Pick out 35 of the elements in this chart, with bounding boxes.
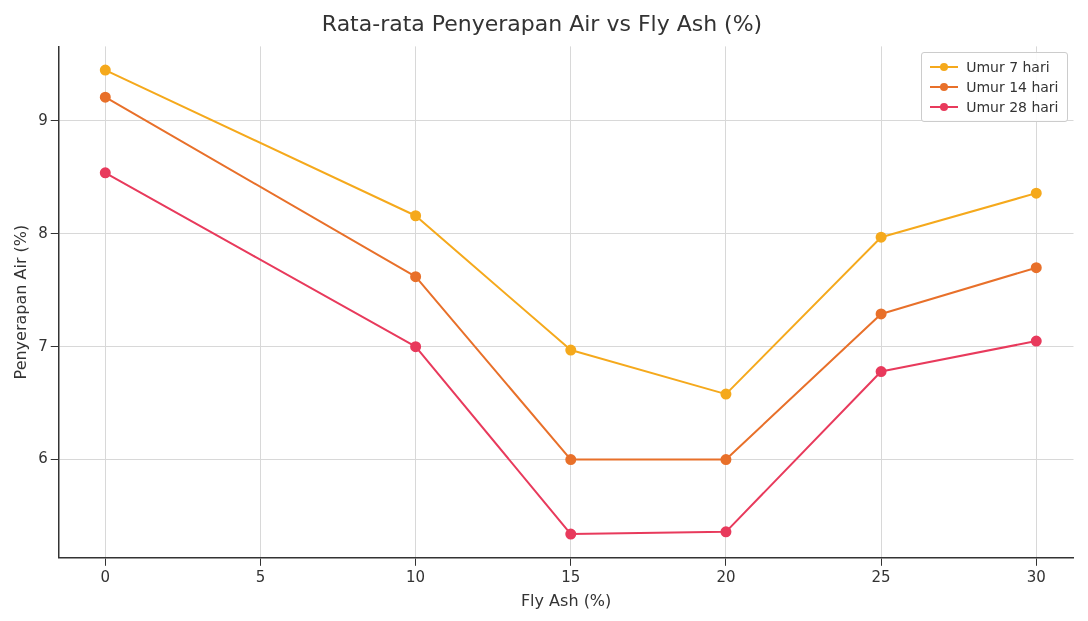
point [1030, 262, 1042, 274]
legend-label: Umur 7 hari [966, 58, 1050, 78]
point [875, 366, 887, 378]
point [410, 271, 422, 283]
x-tick-label: 5 [255, 567, 266, 586]
point [565, 454, 577, 466]
x-tick-label: 25 [871, 567, 891, 586]
x-tick-label: 20 [716, 567, 736, 586]
y-tick-label: 7 [38, 336, 48, 355]
point [99, 91, 111, 103]
legend-label: Umur 14 hari [966, 78, 1059, 98]
point [720, 388, 732, 400]
y-axis-title: Penyerapan Air (%) [10, 224, 30, 380]
point [410, 210, 422, 222]
point [1030, 335, 1042, 347]
y-tick-label: 9 [38, 110, 48, 129]
point [99, 167, 111, 179]
y-tick-label: 8 [38, 223, 48, 242]
point [720, 454, 732, 466]
point [565, 344, 577, 356]
point [875, 308, 887, 320]
point [99, 64, 111, 76]
x-tick-label: 15 [561, 567, 581, 586]
x-tick-label: 30 [1026, 567, 1046, 586]
y-tick-label: 6 [38, 449, 48, 468]
point [1030, 187, 1042, 199]
x-tick-label: 0 [100, 567, 111, 586]
legend-label: Umur 28 hari [966, 98, 1059, 118]
point [720, 526, 732, 538]
chart-title: Rata-rata Penyerapan Air vs Fly Ash (%) [321, 10, 763, 36]
x-axis-title: Fly Ash (%) [520, 590, 612, 610]
point [565, 528, 577, 540]
point [410, 341, 422, 353]
point [875, 231, 887, 243]
x-tick-label: 10 [406, 567, 426, 586]
